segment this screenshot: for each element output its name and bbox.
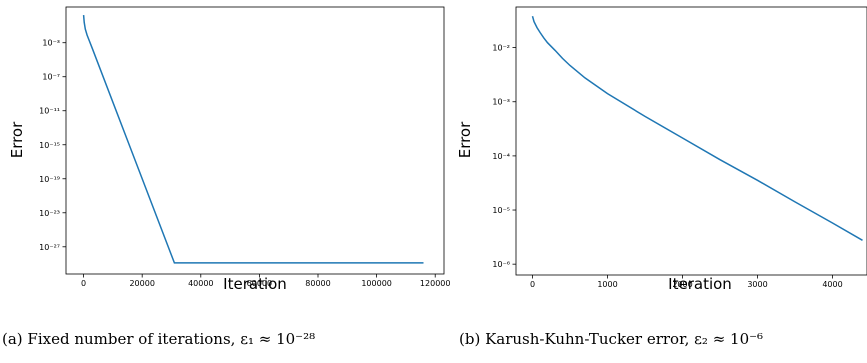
y-tick-label: 10⁻⁵ [492,206,510,215]
y-tick-label: 10⁻²⁷ [39,243,60,252]
y-tick-label: 10⁻⁷ [42,73,60,82]
panel-a-ylabel: Error [8,121,26,158]
x-tick-label: 20000 [129,279,154,288]
x-tick-label: 4000 [822,280,842,289]
panel-a-plot: 0 20000 40000 60000 80000 100000 120000 10⁻³ 10⁻… [39,15,450,288]
panel-b: 0 1000 2000 3000 4000 10⁻² 10⁻³ 10⁻⁴ 10⁻⁵ 10⁻⁶ It… [456,6,867,348]
error-series-line [82,15,424,264]
x-tick-label: 100000 [361,279,392,288]
y-tick-label: 10⁻⁴ [492,152,510,161]
y-tick-label: 10⁻³ [492,98,510,107]
panel-b-caption: (b) Karush-Kuhn-Tucker error, ε₂ ≈ 10⁻⁶ [459,330,763,348]
y-tick-label: 10⁻²³ [39,209,60,218]
panel-a-xlabel: Iteration [223,275,287,293]
panel-a-axes-frame [65,6,445,275]
panel-b-ylabel: Error [456,121,474,158]
y-tick-label: 10⁻¹⁹ [39,175,60,184]
x-tick-label: 120000 [420,279,451,288]
y-tick-label: 10⁻¹¹ [39,107,60,116]
x-tick-label: 0 [81,279,86,288]
y-tick-label: 10⁻⁶ [492,260,510,269]
y-tick-label: 10⁻² [492,44,510,53]
x-tick-label: 0 [530,280,535,289]
x-tick-label: 40000 [188,279,213,288]
panel-b-axes-frame [515,6,867,276]
x-tick-label: 80000 [305,279,330,288]
x-tick-label: 1000 [597,280,617,289]
error-series-line [531,15,863,241]
x-tick-label: 3000 [747,280,767,289]
panel-b-plot: 0 1000 2000 3000 4000 10⁻² 10⁻³ 10⁻⁴ 10⁻⁵ 10⁻⁶ [492,15,863,289]
panel-b-xlabel: Iteration [668,275,732,293]
panel-a-caption: (a) Fixed number of iterations, ε₁ ≈ 10⁻… [2,330,315,348]
panel-a: 0 20000 40000 60000 80000 100000 120000 10⁻³ 10⁻… [2,6,450,348]
y-tick-label: 10⁻³ [42,39,60,48]
x-tick-label: 2000 [672,280,692,289]
y-tick-label: 10⁻¹⁵ [39,141,60,150]
x-tick-label: 60000 [247,279,272,288]
